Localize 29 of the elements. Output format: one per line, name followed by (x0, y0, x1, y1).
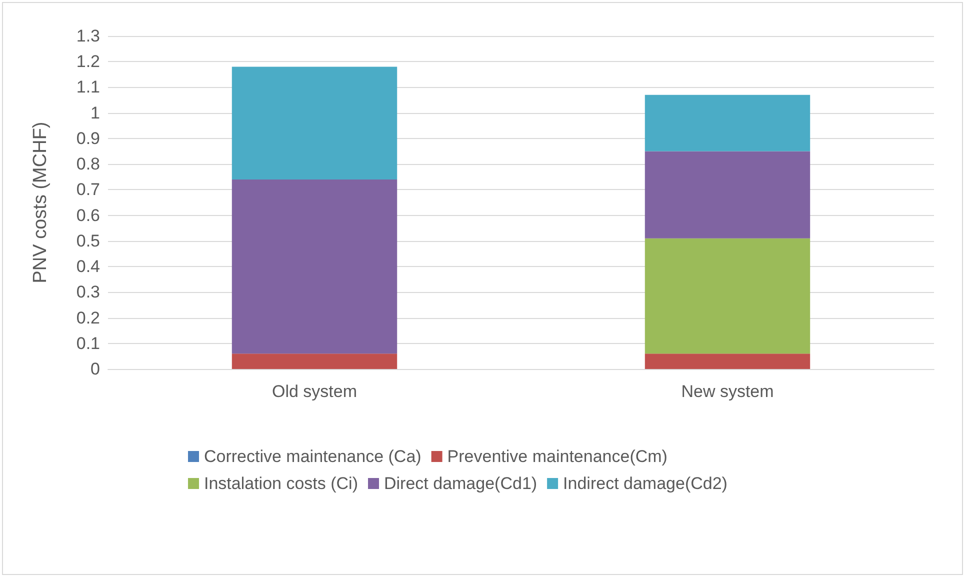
legend-label: Indirect damage(Cd2) (563, 474, 728, 493)
bar (644, 94, 810, 152)
bar (232, 179, 398, 354)
x-tick-label: Old system (272, 382, 358, 401)
y-tick-label: 0.6 (76, 206, 100, 225)
y-axis-title: PNV costs (MCHF) (30, 122, 51, 284)
y-tick-label: 1.2 (76, 52, 100, 72)
legend-label: Instalation costs (Ci) (204, 474, 358, 493)
bar (644, 238, 810, 354)
y-tick-label: 0.8 (76, 154, 100, 174)
x-tick-label: New system (681, 382, 774, 401)
y-tick-label: 0.3 (76, 282, 100, 302)
y-tick-label: 0.4 (76, 257, 100, 276)
bar (644, 354, 810, 369)
y-tick-label: 0.7 (76, 180, 100, 200)
legend-label: Preventive maintenance(Cm) (447, 447, 668, 466)
y-tick-label: 0 (90, 360, 100, 378)
y-tick-label: 1.3 (76, 26, 100, 46)
y-tick-label: 0.9 (76, 128, 100, 148)
y-tick-label: 1.1 (76, 78, 100, 97)
bar (232, 66, 398, 180)
y-tick-label: 0.2 (76, 308, 100, 328)
legend-label: Corrective maintenance (Ca) (204, 447, 422, 466)
y-tick-label: 0.1 (76, 334, 100, 353)
legend-label: Direct damage(Cd1) (384, 474, 538, 493)
y-tick-label: 0.5 (76, 231, 100, 250)
y-tick-label: 1 (90, 103, 100, 122)
bar (232, 354, 398, 369)
bar (644, 151, 810, 238)
